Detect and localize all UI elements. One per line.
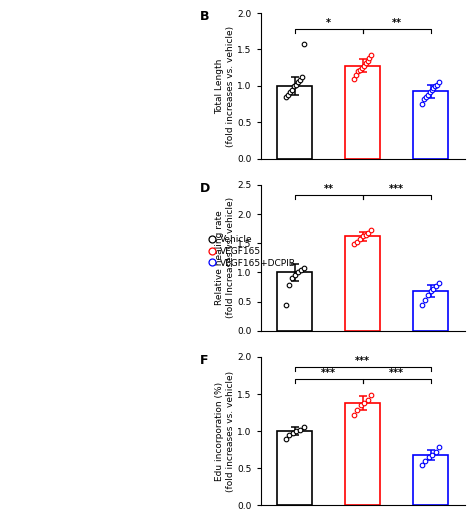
Point: [285, 431, 293, 439]
Bar: [277, 86, 312, 159]
Point: [430, 284, 438, 293]
Point: [421, 456, 429, 465]
Point: [359, 232, 366, 241]
Bar: [277, 431, 312, 505]
Point: [418, 301, 426, 309]
Y-axis label: Edu incorporation (%)
(fold increases vs. vehicle): Edu incorporation (%) (fold increases vs…: [215, 370, 235, 492]
Point: [350, 240, 357, 249]
Point: [291, 271, 299, 280]
Point: [420, 95, 428, 103]
Text: D: D: [200, 182, 210, 195]
Point: [297, 265, 304, 274]
Point: [428, 451, 436, 459]
Bar: [413, 291, 448, 331]
Bar: [345, 403, 380, 505]
Point: [290, 82, 298, 90]
Point: [418, 100, 426, 108]
Point: [296, 426, 304, 434]
Text: B: B: [200, 10, 209, 23]
Bar: [345, 66, 380, 159]
Point: [353, 238, 361, 246]
Point: [424, 91, 431, 99]
Point: [356, 66, 364, 74]
Bar: [413, 455, 448, 505]
Point: [362, 230, 369, 239]
Point: [422, 93, 429, 101]
Point: [292, 80, 300, 89]
Point: [288, 274, 295, 282]
Text: ***: ***: [389, 184, 404, 194]
Point: [430, 84, 438, 92]
Point: [426, 88, 433, 96]
Text: F: F: [200, 354, 208, 367]
Point: [425, 453, 433, 461]
Point: [436, 443, 443, 452]
Point: [436, 78, 443, 86]
Point: [298, 73, 305, 81]
Point: [354, 67, 362, 76]
Point: [300, 423, 307, 431]
Text: ***: ***: [355, 356, 370, 366]
Point: [421, 296, 428, 305]
Point: [418, 461, 426, 469]
Text: **: **: [324, 184, 334, 194]
Point: [358, 64, 365, 72]
Bar: [345, 237, 380, 331]
Point: [284, 91, 292, 99]
Point: [286, 88, 293, 96]
Point: [354, 406, 361, 415]
Point: [432, 448, 440, 456]
Point: [282, 93, 290, 101]
Legend: Vehicle, VEGF165, VEGF165+DCPIB: Vehicle, VEGF165, VEGF165+DCPIB: [208, 235, 296, 268]
Point: [368, 51, 375, 59]
Point: [436, 279, 443, 287]
Point: [368, 226, 375, 234]
Point: [296, 76, 303, 84]
Point: [288, 85, 295, 94]
Point: [364, 396, 372, 404]
Point: [300, 40, 307, 48]
Text: ***: ***: [389, 368, 404, 378]
Point: [361, 399, 368, 407]
Y-axis label: Total Length
(fold increases vs. vehicle): Total Length (fold increases vs. vehicle…: [215, 26, 235, 146]
Point: [356, 235, 364, 243]
Point: [294, 78, 301, 86]
Point: [294, 268, 301, 277]
Point: [434, 80, 441, 89]
Point: [433, 282, 440, 291]
Point: [300, 264, 307, 272]
Point: [362, 59, 369, 68]
Point: [352, 71, 360, 79]
Point: [282, 301, 290, 309]
Bar: [277, 272, 312, 331]
Y-axis label: Relative healing rate
(fold Increases vs. vehicle): Relative healing rate (fold Increases vs…: [215, 197, 235, 318]
Point: [285, 281, 292, 290]
Point: [350, 411, 357, 419]
Point: [424, 291, 431, 299]
Text: *: *: [326, 18, 331, 28]
Point: [292, 427, 300, 436]
Point: [282, 435, 290, 443]
Point: [368, 391, 375, 400]
Point: [427, 287, 434, 295]
Point: [364, 57, 371, 65]
Text: **: **: [392, 18, 401, 28]
Point: [360, 61, 367, 70]
Point: [365, 54, 373, 63]
Point: [365, 229, 372, 237]
Point: [289, 428, 297, 437]
Bar: [413, 91, 448, 159]
Point: [428, 85, 435, 94]
Text: ***: ***: [321, 368, 336, 378]
Point: [357, 401, 365, 410]
Point: [432, 82, 439, 90]
Point: [350, 75, 357, 83]
